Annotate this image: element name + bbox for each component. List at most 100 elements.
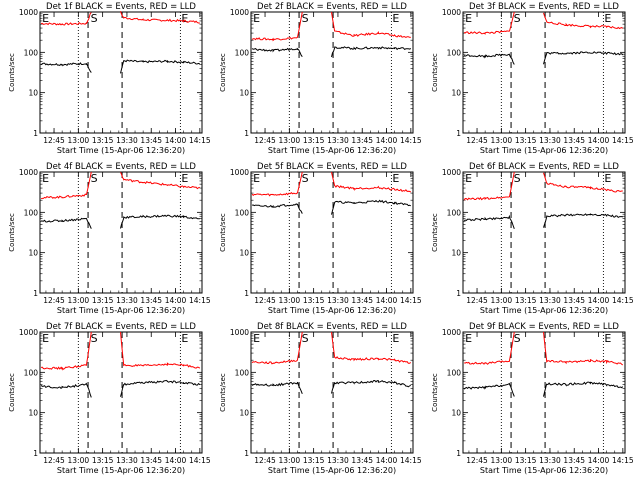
y-tick-label: 100: [24, 48, 39, 57]
x-tick-label: 13:30: [539, 136, 561, 145]
y-tick-label: 1: [244, 129, 249, 138]
x-tick-label: 14:00: [376, 296, 398, 305]
events-series-line: [543, 51, 624, 65]
x-tick-label: 13:00: [491, 456, 513, 465]
chart-title: Det 7f BLACK = Events, RED = LLD: [46, 322, 196, 332]
y-tick-label: 1000: [19, 8, 38, 17]
event-marker-label: E: [253, 12, 260, 25]
x-tick-label: 12:45: [254, 296, 276, 305]
y-axis-label: Counts/sec: [431, 373, 439, 412]
y-tick-label: 10: [239, 249, 249, 258]
event-marker-label: S: [302, 332, 309, 345]
x-tick-label: 13:45: [140, 456, 162, 465]
y-tick-label: 1: [456, 449, 461, 458]
lld-series-line: [543, 331, 624, 366]
y-tick-label: 1: [456, 129, 461, 138]
x-tick-label: 14:00: [588, 296, 610, 305]
x-tick-label: 12:45: [466, 136, 488, 145]
x-tick-label: 13:45: [351, 456, 373, 465]
lld-series-line: [41, 12, 92, 26]
x-tick-label: 14:15: [612, 456, 634, 465]
y-tick-label: 10: [239, 409, 249, 418]
chart-title: Det 5f BLACK = Events, RED = LLD: [257, 162, 407, 172]
x-tick-label: 13:45: [563, 456, 585, 465]
event-marker-label: E: [392, 332, 399, 345]
event-marker-label: E: [253, 332, 260, 345]
event-marker-label: E: [465, 12, 472, 25]
y-tick-label: 10: [451, 89, 461, 98]
x-tick-label: 14:00: [165, 296, 187, 305]
x-tick-label: 13:00: [68, 296, 90, 305]
y-axis-label: Counts/sec: [219, 373, 227, 412]
x-tick-label: 14:00: [376, 136, 398, 145]
y-tick-label: 100: [447, 208, 462, 217]
lld-series-line: [120, 171, 200, 190]
chart-panel: Det 6f BLACK = Events, RED = LLD 1 10 100 10…: [431, 162, 634, 315]
x-tick-label: 14:15: [189, 296, 211, 305]
chart-title: Det 2f BLACK = Events, RED = LLD: [257, 2, 407, 12]
x-tick-label: 14:00: [376, 456, 398, 465]
y-axis-label: Counts/sec: [431, 213, 439, 252]
x-axis-label: Start Time (15-Apr-06 12:36:20): [57, 306, 185, 315]
chart-panel: Det 5f BLACK = Events, RED = LLD 1 10 100 10…: [219, 162, 422, 315]
x-tick-label: 12:45: [254, 136, 276, 145]
x-tick-label: 13:15: [92, 456, 114, 465]
plot-frame: [462, 171, 626, 294]
event-marker-label: E: [181, 172, 188, 185]
x-tick-label: 13:15: [515, 456, 537, 465]
plot-frame: [462, 11, 626, 134]
lld-series-line: [251, 171, 303, 197]
y-tick-label: 1: [456, 289, 461, 298]
event-marker-label: S: [91, 172, 98, 185]
events-series-line: [251, 47, 303, 57]
plot-frame: [39, 171, 203, 294]
lld-series-line: [543, 172, 623, 193]
event-marker-label: S: [514, 12, 521, 25]
event-marker-label: S: [514, 172, 521, 185]
event-marker-label: E: [604, 332, 611, 345]
y-tick-label: 100: [235, 208, 250, 217]
x-tick-label: 13:30: [327, 296, 349, 305]
y-tick-label: 10: [28, 89, 38, 98]
events-series-line: [251, 381, 303, 394]
lld-series-line: [251, 331, 303, 365]
x-tick-label: 14:15: [400, 136, 422, 145]
x-tick-label: 14:15: [189, 456, 211, 465]
lld-series-line: [463, 171, 515, 201]
chart-title: Det 3f BLACK = Events, RED = LLD: [469, 2, 619, 12]
x-tick-label: 14:00: [588, 136, 610, 145]
event-marker-label: E: [42, 332, 49, 345]
y-tick-label: 10: [451, 409, 461, 418]
y-tick-label: 1: [33, 449, 38, 458]
x-axis-label: Start Time (15-Apr-06 12:36:20): [268, 146, 396, 155]
x-tick-label: 14:00: [165, 136, 187, 145]
lld-series-line: [40, 331, 92, 371]
x-tick-label: 14:15: [400, 456, 422, 465]
x-tick-label: 13:00: [68, 136, 90, 145]
x-tick-label: 13:00: [491, 296, 513, 305]
x-tick-label: 13:45: [563, 136, 585, 145]
y-tick-label: 1000: [19, 168, 38, 177]
x-tick-label: 13:30: [116, 456, 138, 465]
events-series-line: [120, 379, 201, 397]
event-marker-label: E: [465, 332, 472, 345]
events-series-line: [120, 59, 201, 74]
event-marker-label: S: [514, 332, 521, 345]
y-axis-label: Counts/sec: [431, 53, 439, 92]
x-tick-label: 13:30: [539, 296, 561, 305]
chart-title: Det 1f BLACK = Events, RED = LLD: [46, 2, 196, 12]
x-tick-label: 13:15: [303, 456, 325, 465]
chart-panel: Det 1f BLACK = Events, RED = LLD 1 10 100 10…: [8, 2, 211, 155]
events-series-line: [252, 203, 303, 214]
events-series-line: [40, 62, 92, 73]
lld-series-line: [543, 12, 624, 30]
chart-title: Det 6f BLACK = Events, RED = LLD: [469, 162, 619, 172]
x-tick-label: 13:00: [491, 136, 513, 145]
y-axis-label: Counts/sec: [8, 373, 16, 412]
events-series-line: [41, 217, 92, 229]
y-axis-label: Counts/sec: [219, 53, 227, 92]
x-tick-label: 13:15: [92, 136, 114, 145]
chart-panel: Det 7f BLACK = Events, RED = LLD 1 10 100 10…: [8, 322, 211, 475]
x-tick-label: 14:15: [400, 296, 422, 305]
y-tick-label: 1: [244, 449, 249, 458]
